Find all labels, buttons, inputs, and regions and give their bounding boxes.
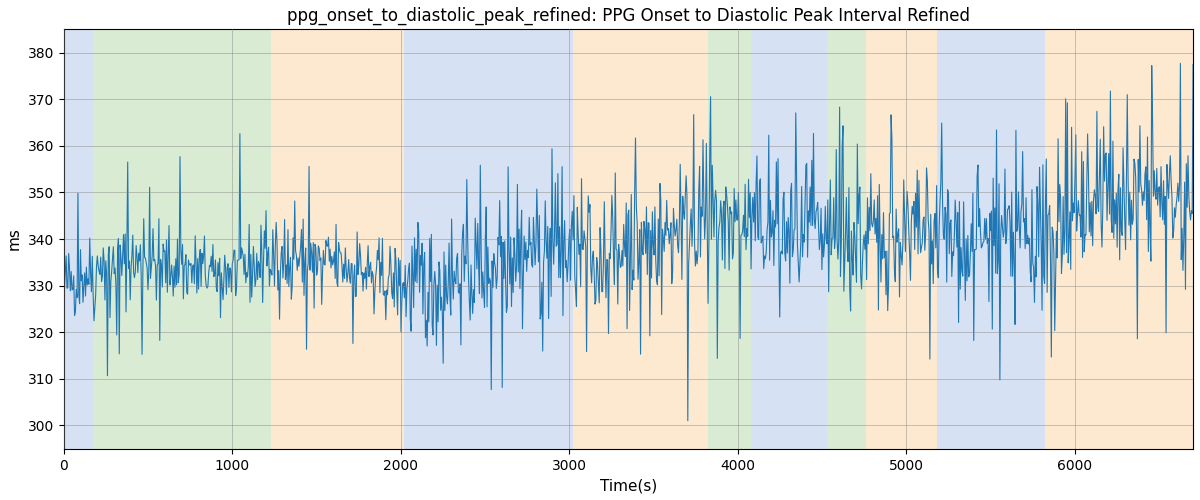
Bar [937, 30, 1045, 449]
Bar [708, 30, 751, 449]
Bar [271, 30, 404, 449]
Bar [404, 30, 572, 449]
Bar [751, 30, 827, 449]
X-axis label: Time(s): Time(s) [600, 478, 656, 493]
Bar [94, 30, 271, 449]
Bar [866, 30, 937, 449]
Title: ppg_onset_to_diastolic_peak_refined: PPG Onset to Diastolic Peak Interval Refine: ppg_onset_to_diastolic_peak_refined: PPG… [287, 7, 970, 25]
Y-axis label: ms: ms [7, 228, 22, 250]
Bar [827, 30, 866, 449]
Bar [1045, 30, 1193, 449]
Bar [64, 30, 94, 449]
Bar [572, 30, 708, 449]
